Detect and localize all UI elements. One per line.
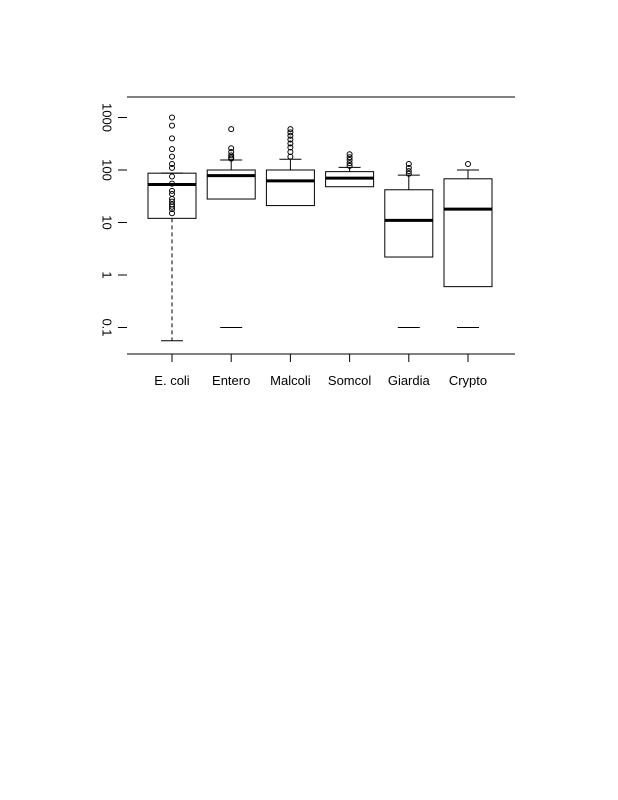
outlier-point [169, 122, 175, 129]
outlier-point [228, 145, 235, 152]
outlier-point [287, 129, 294, 136]
outlier-point [287, 140, 294, 147]
outlier-point [228, 126, 235, 133]
y-tick-label: 0.1 [100, 318, 115, 336]
outlier-point [346, 154, 353, 161]
x-tick-label: Entero [212, 373, 250, 388]
outlier-point [169, 161, 175, 168]
outlier-point [169, 173, 175, 180]
y-tick-label: 1000 [100, 103, 115, 132]
outlier-point [346, 160, 353, 167]
outlier-point [169, 153, 175, 160]
y-tick-label: 100 [100, 159, 115, 181]
outlier-point [169, 187, 175, 194]
box-1 [147, 114, 197, 342]
outlier-point [169, 198, 175, 205]
outlier-point [346, 157, 353, 164]
outlier-point [169, 210, 175, 217]
iqr-box [443, 178, 493, 288]
outlier-point [346, 151, 353, 158]
iqr-box [206, 169, 256, 200]
outlier-point [169, 164, 175, 171]
y-tick-label: 1 [100, 271, 115, 278]
x-tick-label: E. coli [154, 373, 190, 388]
box-5 [384, 161, 434, 328]
y-axis: 0.1 1 10 100 1000 [100, 103, 127, 337]
y-tick-label: 10 [100, 215, 115, 229]
outlier-point [228, 152, 235, 159]
iqr-box [147, 172, 197, 219]
outlier-point [346, 162, 353, 169]
outlier-point [287, 136, 294, 143]
outlier-point [405, 168, 412, 175]
outlier-point [405, 164, 412, 171]
outlier-point [405, 170, 412, 177]
outlier-point [169, 190, 175, 197]
outlier-point [465, 161, 471, 168]
outlier-point [287, 132, 294, 139]
outlier-point [169, 180, 175, 187]
outlier-point [287, 144, 294, 151]
outlier-point [169, 146, 175, 153]
outlier-point [169, 135, 175, 142]
x-tick-label: Giardia [388, 373, 431, 388]
outlier-point [405, 161, 412, 168]
box-3 [265, 126, 315, 207]
boxes-group [147, 114, 493, 342]
x-tick-label: Somcol [328, 373, 371, 388]
iqr-box [265, 169, 315, 207]
outlier-point [169, 114, 175, 121]
outlier-point [228, 149, 235, 156]
iqr-box [384, 189, 434, 258]
x-tick-label: Malcoli [270, 373, 311, 388]
box-2 [206, 126, 256, 328]
outlier-point [287, 126, 294, 133]
box-6 [443, 161, 493, 328]
x-tick-label: Crypto [449, 373, 487, 388]
x-axis-labels: E. coli Entero Malcoli Somcol Giardia Crypto [154, 354, 487, 388]
box-4 [325, 151, 375, 188]
